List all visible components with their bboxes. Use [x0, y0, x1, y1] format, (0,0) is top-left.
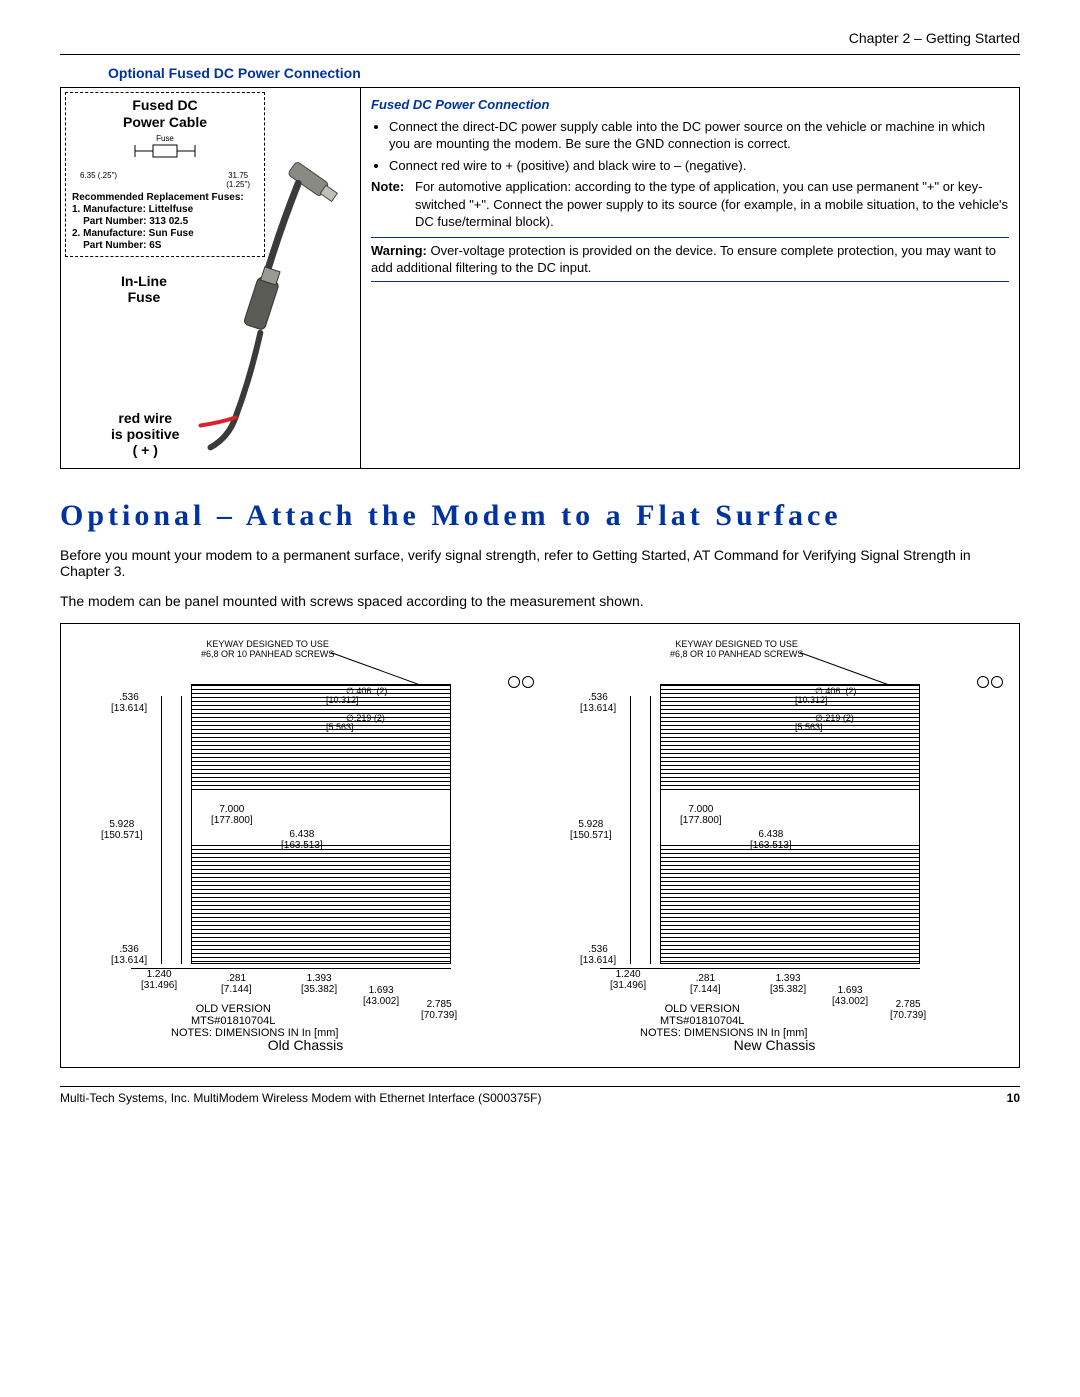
dim-lm-new: 5.928 [150.571]: [570, 819, 612, 841]
cable-diagram-panel: Fused DC Power Cable Fuse 6.35 (.25") 31…: [61, 88, 361, 468]
dim-b5-new: 2.785 [70.739]: [890, 999, 926, 1021]
note-label: Note:: [371, 178, 415, 231]
dim-m1-old: 7.000 [177.800]: [211, 804, 253, 826]
footer: Multi-Tech Systems, Inc. MultiModem Wire…: [60, 1091, 1020, 1105]
rec-fuse-1: 1. Manufacture: Littelfuse: [72, 204, 258, 216]
dim-b4-new: 1.693 [43.002]: [832, 985, 868, 1007]
caption-old: Old Chassis: [268, 1037, 343, 1053]
cable-title-1: Fused DC: [72, 97, 258, 114]
dim-lb-new: .536 [13.614]: [580, 944, 616, 966]
rec-fuse-2b: Part Number: 6S: [72, 240, 258, 252]
dim-lt-new: .536 [13.614]: [580, 692, 616, 714]
dim-lb-old: .536 [13.614]: [111, 944, 147, 966]
red-wire-label: red wire is positive ( + ): [111, 410, 179, 458]
screw-holes-old: [506, 676, 534, 691]
mount-para-1: Before you mount your modem to a permane…: [60, 547, 1020, 579]
dim-top1-old: ∅.406 (2) [10.312]: [326, 686, 387, 705]
rec-fuse-heading: Recommended Replacement Fuses:: [72, 192, 258, 204]
dim-m2-new: 6.438 [163.513]: [750, 829, 792, 851]
dim-b5-old: 2.785 [70.739]: [421, 999, 457, 1021]
chapter-header: Chapter 2 – Getting Started: [60, 30, 1020, 46]
cable-title-2: Power Cable: [72, 114, 258, 131]
section-heading: Optional Fused DC Power Connection: [108, 65, 1020, 81]
dim-b1-new: 1.240 [31.496]: [610, 969, 646, 991]
dim-m1-new: 7.000 [177.800]: [680, 804, 722, 826]
old-version-label-old: OLD VERSION MTS#01810704L: [191, 1003, 275, 1027]
dim-b4-old: 1.693 [43.002]: [363, 985, 399, 1007]
old-version-label-new: OLD VERSION MTS#01810704L: [660, 1003, 744, 1027]
dim-top1-new: ∅.406 (2) [10.312]: [795, 686, 856, 705]
dim-top2-new: ∅.219 (2) [5.563]: [795, 713, 854, 732]
fused-dc-box: Fused DC Power Cable Fuse 6.35 (.25") 31…: [60, 87, 1020, 469]
rec-fuse-1b: Part Number: 313 02.5: [72, 216, 258, 228]
dim-b2-old: .281 [7.144]: [221, 973, 252, 995]
footer-text: Multi-Tech Systems, Inc. MultiModem Wire…: [60, 1091, 542, 1105]
instruction-2: Connect red wire to + (positive) and bla…: [389, 157, 1009, 175]
instruction-1: Connect the direct-DC power supply cable…: [389, 118, 1009, 153]
warning-body: Over-voltage protection is provided on t…: [371, 243, 996, 276]
inline-fuse-label: In-Line Fuse: [121, 273, 167, 305]
fuse-dim-1: 6.35 (.25"): [80, 171, 117, 190]
warning-label: Warning:: [371, 243, 427, 258]
keyway-note-new: KEYWAY DESIGNED TO USE #6,8 OR 10 PANHEA…: [670, 640, 803, 660]
page-number: 10: [1007, 1091, 1020, 1105]
dim-b2-new: .281 [7.144]: [690, 973, 721, 995]
footer-rule: [60, 1086, 1020, 1087]
caption-new: New Chassis: [734, 1037, 816, 1053]
mount-para-2: The modem can be panel mounted with scre…: [60, 593, 1020, 609]
fuse-dim-2a: 31.75: [228, 171, 248, 180]
fuse-mini-diagram: Fuse 6.35 (.25") 31.75 (1.25"): [72, 133, 258, 190]
old-chassis-diagram: KEYWAY DESIGNED TO USE #6,8 OR 10 PANHEA…: [71, 634, 540, 1057]
screw-holes-new: [975, 676, 1003, 691]
dim-b3-new: 1.393 [35.382]: [770, 973, 806, 995]
note-body: For automotive application: according to…: [415, 178, 1009, 231]
keyway-note-old: KEYWAY DESIGNED TO USE #6,8 OR 10 PANHEA…: [201, 640, 334, 660]
dim-b3-old: 1.393 [35.382]: [301, 973, 337, 995]
cable-spec-box: Fused DC Power Cable Fuse 6.35 (.25") 31…: [65, 92, 265, 257]
rec-fuse-2: 2. Manufacture: Sun Fuse: [72, 228, 258, 240]
mount-heading: Optional – Attach the Modem to a Flat Su…: [60, 499, 1020, 533]
instructions-title: Fused DC Power Connection: [371, 96, 1009, 114]
dim-b1-old: 1.240 [31.496]: [141, 969, 177, 991]
dim-top2-old: ∅.219 (2) [5.563]: [326, 713, 385, 732]
instructions-panel: Fused DC Power Connection Connect the di…: [361, 88, 1019, 468]
top-rule: [60, 54, 1020, 55]
dim-lm-old: 5.928 [150.571]: [101, 819, 143, 841]
fuse-dim-2b: (1.25"): [226, 180, 250, 189]
fuse-mini-label: Fuse: [156, 134, 174, 143]
warning-block: Warning: Over-voltage protection is prov…: [371, 237, 1009, 282]
new-chassis-diagram: KEYWAY DESIGNED TO USE #6,8 OR 10 PANHEA…: [540, 634, 1009, 1057]
dim-lt-old: .536 [13.614]: [111, 692, 147, 714]
dim-m2-old: 6.438 [163.513]: [281, 829, 323, 851]
chassis-diagram-box: KEYWAY DESIGNED TO USE #6,8 OR 10 PANHEA…: [60, 623, 1020, 1068]
